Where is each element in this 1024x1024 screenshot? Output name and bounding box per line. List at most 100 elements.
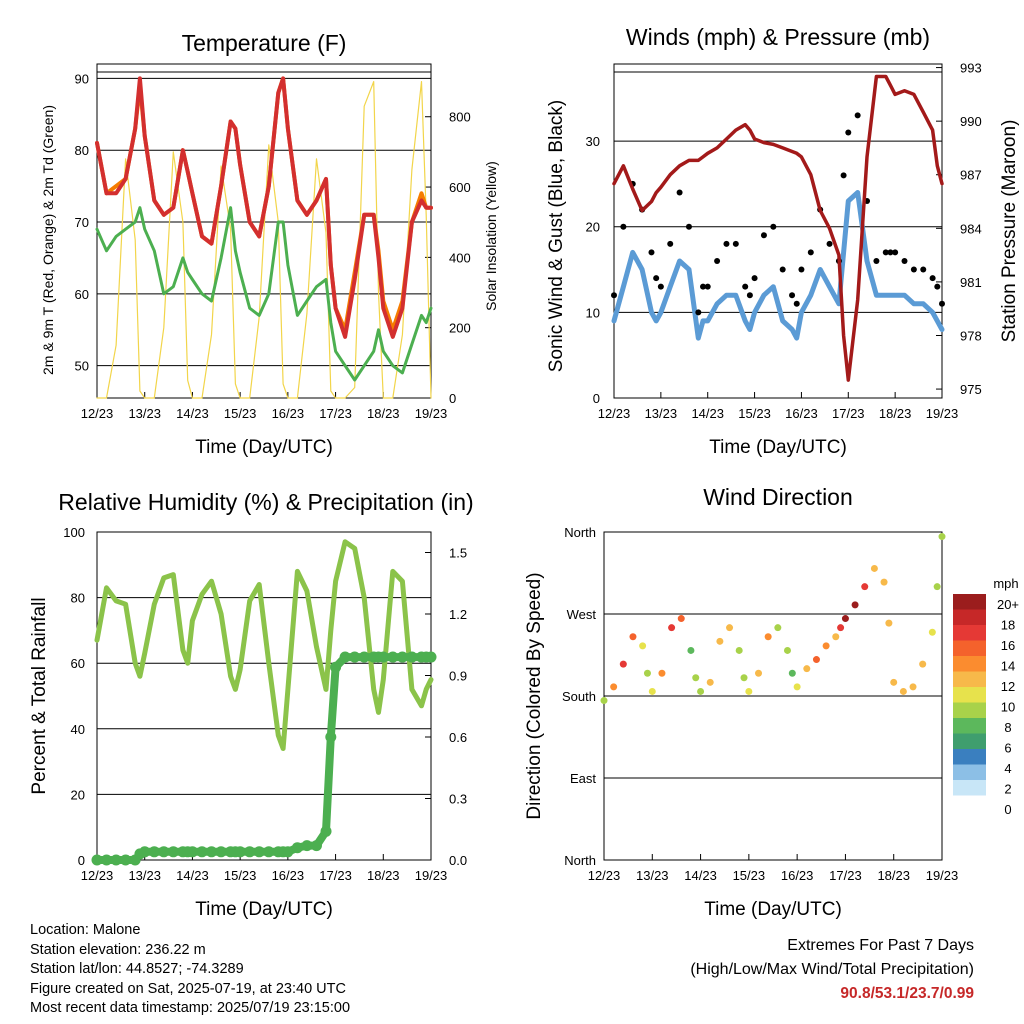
x-tick-label: 16/23 (781, 868, 814, 883)
direction-point (812, 656, 820, 664)
x-tick-label: 12/23 (81, 406, 114, 421)
x-tick-label: 16/23 (272, 868, 305, 883)
dewpoint-line (95, 206, 433, 382)
x-tick-label: 17/23 (319, 868, 352, 883)
x-tick-label: 13/23 (128, 868, 161, 883)
legend-swatch (953, 671, 986, 687)
rainfall-point (425, 651, 437, 663)
station-info: Location: Malone Station elevation: 236.… (30, 921, 350, 1019)
legend-swatch (953, 687, 986, 703)
legend-label: 18 (1001, 618, 1015, 633)
rainfall-point (310, 840, 322, 852)
y-tick-label: West (567, 607, 597, 622)
y2-tick-label: 975 (960, 382, 982, 397)
chart-title: Temperature (F) (182, 30, 347, 56)
rainfall-point (148, 846, 160, 858)
y-axis-label: Percent & Total Rainfall (29, 597, 50, 794)
x-tick-label: 16/23 (272, 406, 305, 421)
legend-title: mph (993, 576, 1018, 591)
rainfall-point (206, 846, 218, 858)
direction-point (832, 633, 840, 641)
rainfall-point (110, 854, 122, 866)
gust-point (910, 266, 917, 273)
x-axis-label: Time (Day/UTC) (704, 899, 842, 920)
direction-point (658, 669, 666, 677)
gust-point (676, 189, 683, 196)
direction-point (793, 683, 801, 691)
rainfall-point (196, 846, 208, 858)
y2-tick-label: 984 (960, 221, 982, 236)
direction-point (909, 683, 917, 691)
direction-point (870, 564, 878, 572)
legend-label: 2 (1004, 782, 1011, 797)
direction-point (600, 697, 608, 705)
y-tick-label: 30 (586, 134, 600, 149)
gust-point (798, 266, 805, 273)
rainfall-point (349, 651, 361, 663)
gust-point (611, 292, 617, 299)
x-tick-label: 14/23 (176, 868, 209, 883)
x-tick-label: 15/23 (224, 868, 257, 883)
y-tick-label: 40 (71, 722, 85, 737)
direction-point (740, 674, 748, 682)
direction-point (928, 628, 936, 636)
direction-point (899, 687, 907, 695)
y2-tick-label: 800 (449, 110, 471, 125)
rainfall-point (101, 854, 113, 866)
rainfall-point (325, 731, 337, 743)
y-tick-label: 20 (586, 220, 600, 235)
direction-point (861, 583, 869, 591)
gust-point (751, 275, 758, 282)
direction-point (692, 674, 700, 682)
direction-point (822, 642, 830, 650)
legend-label: 8 (1004, 720, 1011, 735)
y-tick-label: 0 (78, 853, 85, 868)
x-axis-label: Time (Day/UTC) (709, 437, 847, 458)
gust-point (779, 266, 786, 273)
y2-tick-label: 400 (449, 250, 471, 265)
direction-point (643, 669, 651, 677)
extremes-values: 90.8/53.1/23.7/0.99 (840, 985, 974, 1002)
gust-point (845, 129, 852, 136)
y-tick-label: 0 (593, 391, 600, 406)
direction-point (837, 624, 845, 632)
gust-point (882, 249, 889, 256)
x-tick-label: 17/23 (829, 868, 862, 883)
gust-point (770, 223, 777, 230)
direction-point (745, 687, 753, 695)
gust-point (742, 283, 749, 290)
location-text: Location: Malone (30, 922, 141, 938)
rainfall-point (186, 846, 198, 858)
rainfall-point (234, 846, 246, 858)
direction-point (783, 646, 791, 654)
gust-point (620, 223, 627, 230)
gust-point (732, 240, 739, 247)
extremes-box: Extremes For Past 7 Days (High/Low/Max W… (690, 934, 974, 1006)
y-tick-label: East (570, 771, 596, 786)
chart-title: Wind Direction (703, 484, 853, 510)
y2-tick-label: 978 (960, 328, 982, 343)
wind-line (611, 190, 945, 341)
gust-point (685, 223, 692, 230)
plot-frame (603, 531, 943, 861)
rainfall-point (330, 661, 342, 673)
t2m-line (95, 76, 433, 339)
legend-label: 4 (1004, 761, 1011, 776)
y2-axis-label: Solar Insolation (Yellow) (483, 161, 499, 311)
direction-point (610, 683, 618, 691)
x-tick-label: 15/23 (733, 868, 766, 883)
latlon-text: Station lat/lon: 44.8527; -74.3289 (30, 961, 244, 977)
rainfall-point (320, 825, 332, 837)
x-tick-label: 13/23 (645, 406, 678, 421)
direction-point (755, 669, 763, 677)
y2-tick-label: 987 (960, 168, 982, 183)
elevation-text: Station elevation: 236.22 m (30, 941, 206, 958)
gust-point (760, 232, 767, 239)
gust-point (789, 292, 796, 299)
y2-tick-label: 0.6 (449, 730, 467, 745)
y-tick-label: 60 (71, 656, 85, 671)
x-tick-label: 19/23 (926, 868, 959, 883)
chart-title: Winds (mph) & Pressure (mb) (626, 24, 930, 50)
legend-swatch (953, 702, 986, 718)
